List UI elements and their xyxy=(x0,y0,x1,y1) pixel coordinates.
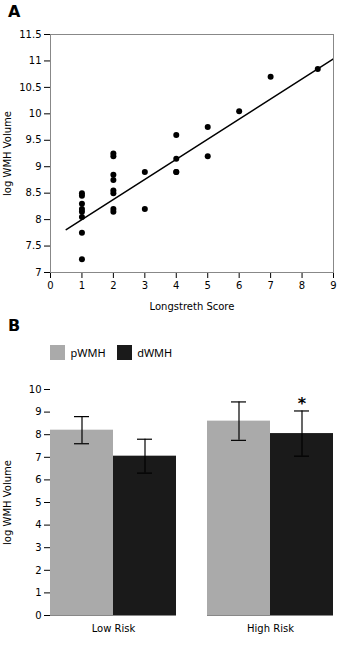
svg-text:8: 8 xyxy=(299,280,305,291)
svg-text:3: 3 xyxy=(142,280,148,291)
svg-text:log WMH Volume: log WMH Volume xyxy=(2,111,13,196)
svg-text:Low Risk: Low Risk xyxy=(92,622,136,633)
svg-text:11.5: 11.5 xyxy=(19,29,41,40)
svg-text:7: 7 xyxy=(35,451,41,462)
svg-text:2: 2 xyxy=(110,280,116,291)
html-text:pWMH: pWMH xyxy=(70,345,106,360)
svg-text:6: 6 xyxy=(236,280,242,291)
svg-text:5: 5 xyxy=(205,280,211,291)
svg-text:1: 1 xyxy=(79,280,85,291)
svg-text:2: 2 xyxy=(35,564,41,575)
svg-text:4: 4 xyxy=(35,519,41,530)
svg-text:Longstreth Score: Longstreth Score xyxy=(150,301,235,312)
svg-text:7: 7 xyxy=(35,267,41,278)
svg-text:9: 9 xyxy=(35,161,41,172)
html-text:A: A xyxy=(8,2,21,21)
svg-text:log WMH Volume: log WMH Volume xyxy=(2,460,13,545)
svg-text:0: 0 xyxy=(35,609,41,620)
svg-text:*: * xyxy=(298,393,307,412)
svg-text:7.5: 7.5 xyxy=(26,240,42,251)
svg-text:10: 10 xyxy=(29,108,42,119)
svg-text:8: 8 xyxy=(35,214,41,225)
svg-text:7: 7 xyxy=(267,280,273,291)
svg-text:9: 9 xyxy=(35,406,41,417)
svg-text:1: 1 xyxy=(35,587,41,598)
svg-text:9.5: 9.5 xyxy=(26,134,42,145)
svg-text:10.5: 10.5 xyxy=(19,82,41,93)
svg-text:8.5: 8.5 xyxy=(26,187,42,198)
svg-text:9: 9 xyxy=(330,280,336,291)
html-text:B: B xyxy=(8,316,21,335)
svg-text:High Risk: High Risk xyxy=(247,622,294,633)
svg-text:10: 10 xyxy=(29,383,42,394)
svg-text:8: 8 xyxy=(35,428,41,439)
svg-text:3: 3 xyxy=(35,541,41,552)
svg-text:4: 4 xyxy=(173,280,179,291)
svg-text:5: 5 xyxy=(35,496,41,507)
svg-text:0: 0 xyxy=(47,280,53,291)
svg-text:11: 11 xyxy=(29,55,42,66)
svg-text:6: 6 xyxy=(35,474,41,485)
html-text:dWMH: dWMH xyxy=(137,345,173,360)
